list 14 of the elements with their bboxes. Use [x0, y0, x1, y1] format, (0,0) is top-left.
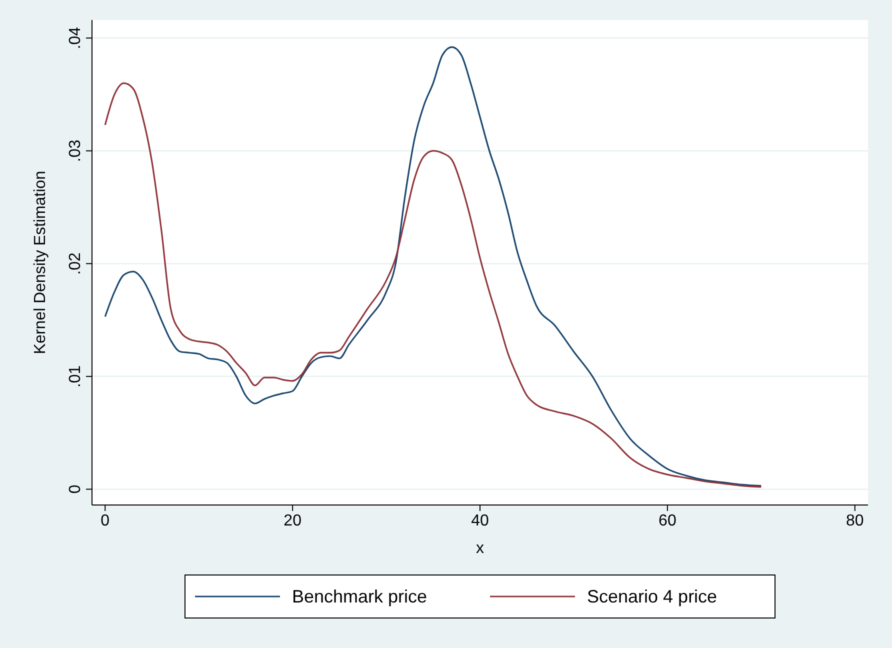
y-tick-label: .04 — [67, 26, 84, 50]
x-tick-label: 0 — [100, 512, 110, 530]
x-axis-title: x — [476, 540, 484, 557]
legend-label: Scenario 4 price — [587, 586, 718, 606]
x-tick-label: 80 — [846, 512, 864, 530]
y-tick-label: 0 — [67, 484, 84, 494]
legend-label: Benchmark price — [292, 586, 428, 606]
y-tick-label: .01 — [67, 365, 84, 388]
y-tick-label: .03 — [67, 140, 84, 162]
y-axis-title: Kernel Density Estimation — [32, 170, 49, 354]
x-tick-label: 20 — [284, 512, 302, 530]
y-tick-label: .02 — [67, 252, 84, 275]
x-tick-label: 40 — [471, 512, 489, 530]
x-tick-label: 60 — [658, 512, 676, 530]
